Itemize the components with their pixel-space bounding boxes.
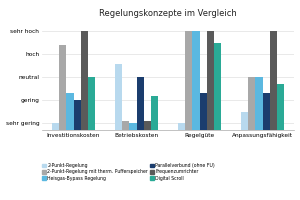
- Bar: [200, 93, 207, 130]
- Bar: [270, 31, 277, 130]
- Bar: [81, 31, 88, 130]
- Bar: [88, 77, 95, 130]
- Bar: [74, 100, 81, 130]
- Bar: [262, 93, 270, 130]
- Bar: [241, 112, 248, 130]
- Title: Regelungskonzepte im Vergleich: Regelungskonzepte im Vergleich: [99, 9, 237, 18]
- Bar: [207, 31, 214, 130]
- Bar: [144, 121, 151, 130]
- Legend: 2-Punkt-Regelung, 2-Punkt-Regelung mit therm. Pufferspeicher, Heisgas-Bypass Reg: 2-Punkt-Regelung, 2-Punkt-Regelung mit t…: [42, 163, 215, 181]
- Bar: [185, 31, 192, 130]
- Bar: [214, 43, 221, 130]
- Bar: [66, 93, 74, 130]
- Bar: [255, 77, 262, 130]
- Bar: [59, 45, 66, 130]
- Bar: [52, 123, 59, 130]
- Bar: [115, 64, 122, 130]
- Bar: [277, 84, 284, 130]
- Bar: [129, 123, 137, 130]
- Bar: [151, 96, 158, 130]
- Bar: [248, 77, 255, 130]
- Bar: [192, 31, 200, 130]
- Bar: [122, 121, 129, 130]
- Bar: [136, 77, 144, 130]
- Bar: [178, 123, 185, 130]
